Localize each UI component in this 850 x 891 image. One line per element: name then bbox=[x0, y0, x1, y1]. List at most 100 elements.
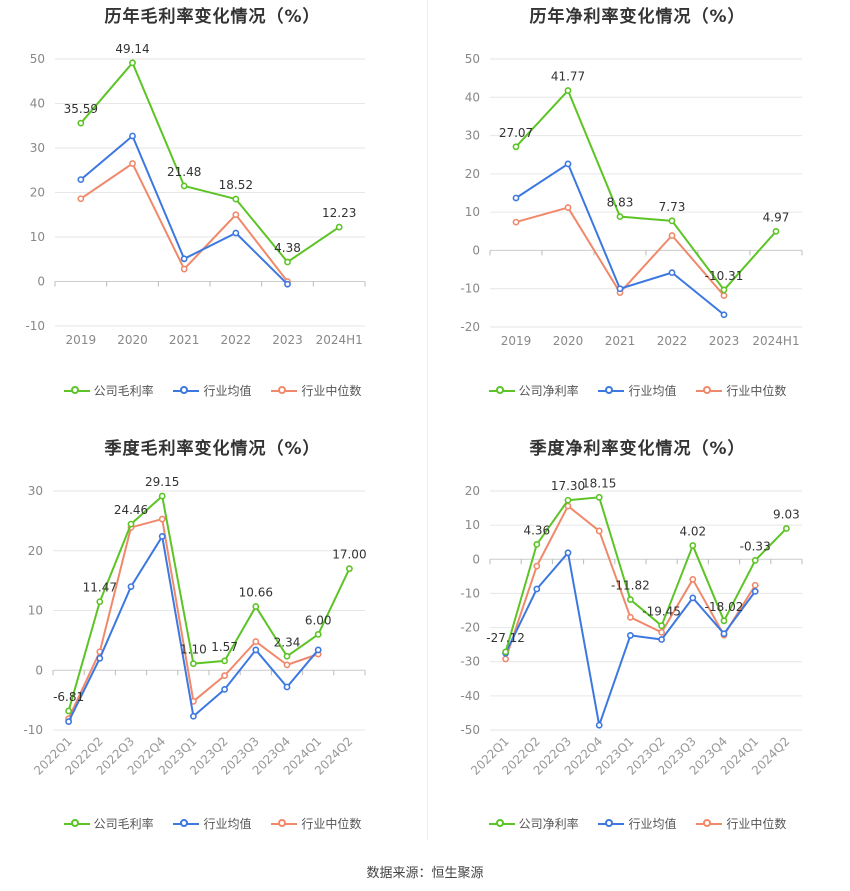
chart-title: 历年毛利率变化情况（%） bbox=[104, 7, 321, 27]
data-point bbox=[127, 583, 135, 590]
data-point bbox=[158, 533, 166, 540]
legend-label: 公司毛利率 bbox=[93, 817, 154, 831]
legend-item-company[interactable]: 公司净利率 bbox=[488, 815, 579, 832]
series-line bbox=[80, 162, 289, 283]
data-point bbox=[345, 565, 353, 573]
y-tick-label: -10 bbox=[460, 282, 480, 296]
legend-company-icon bbox=[488, 818, 515, 830]
data-point bbox=[314, 646, 322, 654]
legend-avg-icon bbox=[598, 818, 625, 830]
data-point bbox=[180, 265, 188, 273]
y-tick-label: -20 bbox=[460, 320, 480, 334]
data-point bbox=[129, 132, 136, 140]
data-point bbox=[335, 223, 343, 231]
data-point bbox=[189, 712, 197, 720]
y-tick-label: -10 bbox=[460, 586, 480, 600]
legend-median-icon bbox=[696, 818, 723, 830]
chart-legend: 公司毛利率 行业均值 行业中位数 bbox=[0, 382, 425, 399]
y-tick-label: 40 bbox=[465, 90, 480, 104]
data-point bbox=[96, 654, 104, 662]
legend-item-median[interactable]: 行业中位数 bbox=[271, 815, 361, 832]
legend-label: 行业均值 bbox=[203, 384, 252, 398]
series-line bbox=[504, 496, 788, 653]
quarterly-net-margin-panel: 季度净利率变化情况（%） -50 -40 -30 -20 -10 0 10 20 2022Q1 2… bbox=[425, 432, 850, 862]
y-tick-label: -50 bbox=[460, 723, 480, 737]
x-tick-label: 2020 bbox=[117, 333, 148, 347]
chart-legend: 公司毛利率 行业均值 行业中位数 bbox=[0, 815, 425, 832]
legend-item-avg[interactable]: 行业均值 bbox=[173, 815, 252, 832]
data-label: -0.33 bbox=[740, 539, 771, 553]
data-label: 4.38 bbox=[274, 241, 301, 255]
legend-item-median[interactable]: 行业中位数 bbox=[271, 382, 361, 399]
data-point bbox=[502, 655, 509, 663]
y-tick-label: -10 bbox=[23, 723, 43, 737]
data-label: 18.52 bbox=[219, 178, 253, 192]
y-tick-label: -10 bbox=[25, 319, 45, 333]
x-tick-label: 2021 bbox=[169, 333, 200, 347]
data-point bbox=[512, 218, 520, 226]
data-label: 10.66 bbox=[239, 586, 273, 600]
legend-label: 公司净利率 bbox=[518, 817, 579, 831]
series-line bbox=[515, 206, 725, 297]
legend-item-avg[interactable]: 行业均值 bbox=[173, 382, 252, 399]
legend-label: 行业中位数 bbox=[301, 817, 362, 831]
data-label: 4.36 bbox=[523, 523, 550, 537]
legend-item-median[interactable]: 行业中位数 bbox=[696, 815, 786, 832]
data-point bbox=[564, 204, 572, 211]
legend-avg-icon bbox=[598, 385, 625, 397]
data-point bbox=[252, 646, 260, 654]
data-point bbox=[668, 217, 676, 225]
data-point bbox=[512, 194, 520, 202]
data-label: 9.03 bbox=[773, 507, 800, 521]
data-label: -6.81 bbox=[53, 690, 84, 704]
data-point bbox=[626, 613, 634, 621]
legend-item-company[interactable]: 公司毛利率 bbox=[63, 382, 154, 399]
legend-item-avg[interactable]: 行业均值 bbox=[598, 382, 677, 399]
data-label: 24.46 bbox=[114, 503, 148, 517]
legend-label: 行业均值 bbox=[203, 817, 252, 831]
data-point bbox=[283, 683, 291, 691]
data-point bbox=[158, 515, 166, 523]
data-point bbox=[77, 195, 85, 203]
data-label: 1.10 bbox=[180, 643, 207, 657]
data-point bbox=[668, 232, 676, 239]
data-point bbox=[658, 622, 665, 630]
data-label: 2.34 bbox=[274, 635, 301, 649]
chart-plot: -1001020302022Q12022Q22022Q32022Q42023Q1… bbox=[23, 475, 366, 778]
data-point bbox=[252, 603, 260, 610]
data-label: -18.02 bbox=[705, 600, 744, 614]
y-tick-label: 30 bbox=[465, 129, 480, 143]
data-point bbox=[502, 648, 509, 656]
data-point bbox=[65, 707, 72, 715]
data-point bbox=[720, 311, 728, 319]
data-point bbox=[772, 228, 780, 235]
y-tick-label: 50 bbox=[465, 52, 480, 66]
data-point bbox=[751, 587, 759, 595]
data-point bbox=[689, 576, 697, 583]
legend-item-company[interactable]: 公司净利率 bbox=[488, 382, 579, 399]
data-point bbox=[564, 496, 572, 504]
data-label: 35.59 bbox=[64, 102, 98, 116]
y-tick-label: 20 bbox=[30, 186, 45, 200]
y-tick-label: 30 bbox=[28, 484, 43, 498]
legend-item-avg[interactable]: 行业均值 bbox=[598, 815, 677, 832]
data-source-note: 数据来源：恒生聚源 bbox=[366, 866, 484, 881]
data-point bbox=[689, 542, 697, 549]
data-point bbox=[180, 182, 188, 190]
data-point bbox=[595, 493, 603, 501]
data-point bbox=[232, 195, 240, 203]
x-tick-label: 2024H1 bbox=[316, 333, 363, 347]
x-tick-label: 2023 bbox=[709, 334, 740, 348]
data-point bbox=[77, 119, 85, 127]
chart-title: 历年净利率变化情况（%） bbox=[529, 7, 746, 27]
data-point bbox=[189, 660, 197, 668]
data-point bbox=[65, 718, 72, 726]
data-point bbox=[720, 617, 728, 625]
y-tick-label: 0 bbox=[472, 552, 480, 566]
legend-item-company[interactable]: 公司毛利率 bbox=[63, 815, 154, 832]
y-tick-label: 10 bbox=[465, 205, 480, 219]
data-label: 49.14 bbox=[115, 42, 149, 56]
legend-item-median[interactable]: 行业中位数 bbox=[696, 382, 786, 399]
y-tick-label: 0 bbox=[37, 275, 45, 289]
data-point bbox=[512, 143, 520, 151]
